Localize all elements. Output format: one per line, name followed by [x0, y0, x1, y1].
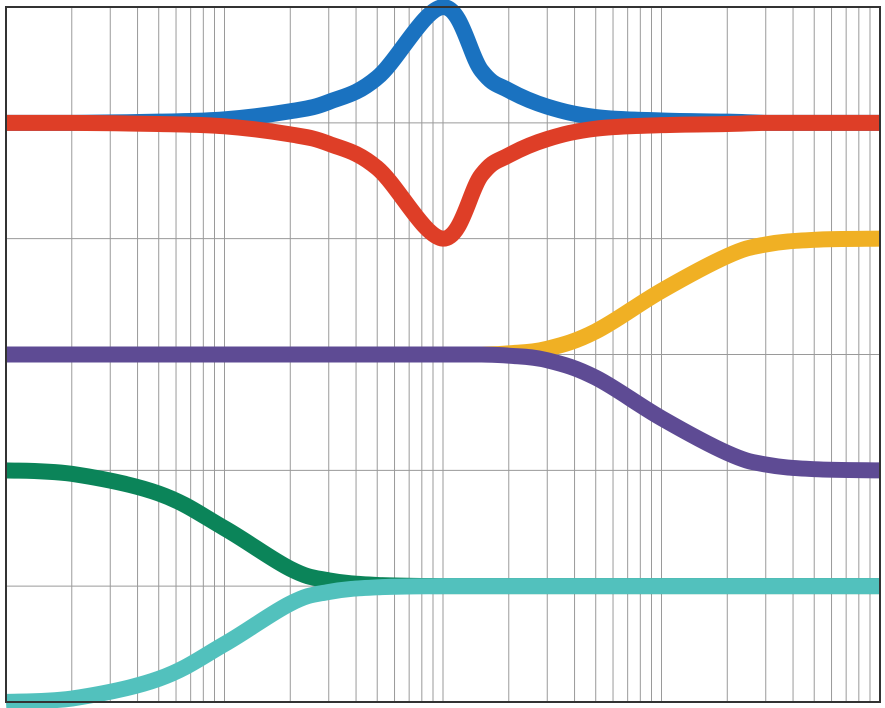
series-lines	[5, 0, 881, 708]
plot-frame	[5, 6, 881, 703]
series-line-6	[5, 578, 880, 708]
series-line-2	[6, 114, 880, 247]
series-line-4	[6, 346, 881, 479]
